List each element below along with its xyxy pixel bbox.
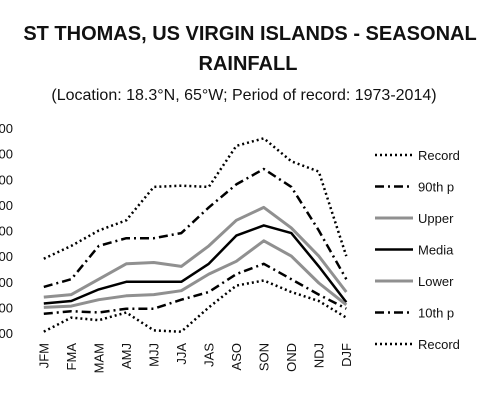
series-line-7 (43, 279, 347, 333)
chart-title-line1: ST THOMAS, US VIRGIN ISLANDS - SEASONAL (23, 23, 476, 45)
x-tick-label: OND (284, 343, 299, 372)
legend-layer: Record 90th p Upper Media Lower 10th p Record (375, 148, 460, 352)
y-tick-label: 00 (0, 275, 13, 290)
legend-label: Media (418, 243, 454, 258)
series-line-3 (43, 205, 348, 299)
y-tick-label: 00 (0, 300, 13, 315)
y-tick-label: 00 (0, 198, 13, 213)
x-tick-label: SON (256, 343, 271, 371)
legend-label: 10th p (418, 306, 454, 321)
series-line-2 (43, 167, 348, 289)
y-tick-label: 00 (0, 172, 13, 187)
series-line-6 (43, 262, 347, 316)
series-line-4 (43, 224, 348, 305)
chart-subtitle: (Location: 18.3°N, 65°W; Period of recor… (51, 87, 436, 104)
chart-title-line2: RAINFALL (199, 53, 298, 75)
y-tick-label: 00 (0, 249, 13, 264)
series-line-1 (43, 137, 348, 260)
x-tick-label: DJF (339, 343, 354, 367)
x-tick-label: JJA (174, 343, 189, 365)
x-tick-label: JFM (36, 343, 51, 368)
x-tick-label: ASO (229, 343, 244, 370)
y-tick-label: 00 (0, 224, 13, 239)
legend-label: Upper (418, 211, 454, 226)
y-tick-label: 00 (0, 121, 13, 136)
x-tick-label: MAM (91, 343, 106, 373)
legend-label: 90th p (418, 180, 454, 195)
legend-label: Lower (418, 274, 454, 289)
x-tick-label: MJJ (146, 343, 161, 367)
legend-label: Record (418, 148, 460, 163)
axis-layer: 00 00 00 00 00 00 00 00 00 JFM FMA MAM AMJ MJJ JJA JAS A… (0, 121, 354, 373)
legend-label: Record (418, 337, 460, 352)
series-line-5 (43, 239, 348, 309)
series-layer (43, 137, 348, 333)
y-tick-label: 00 (0, 147, 13, 162)
x-tick-label: FMA (64, 343, 79, 371)
y-tick-label: 00 (0, 326, 13, 341)
x-tick-label: AMJ (119, 343, 134, 369)
x-tick-label: NDJ (311, 343, 326, 368)
x-tick-label: JAS (201, 343, 216, 367)
